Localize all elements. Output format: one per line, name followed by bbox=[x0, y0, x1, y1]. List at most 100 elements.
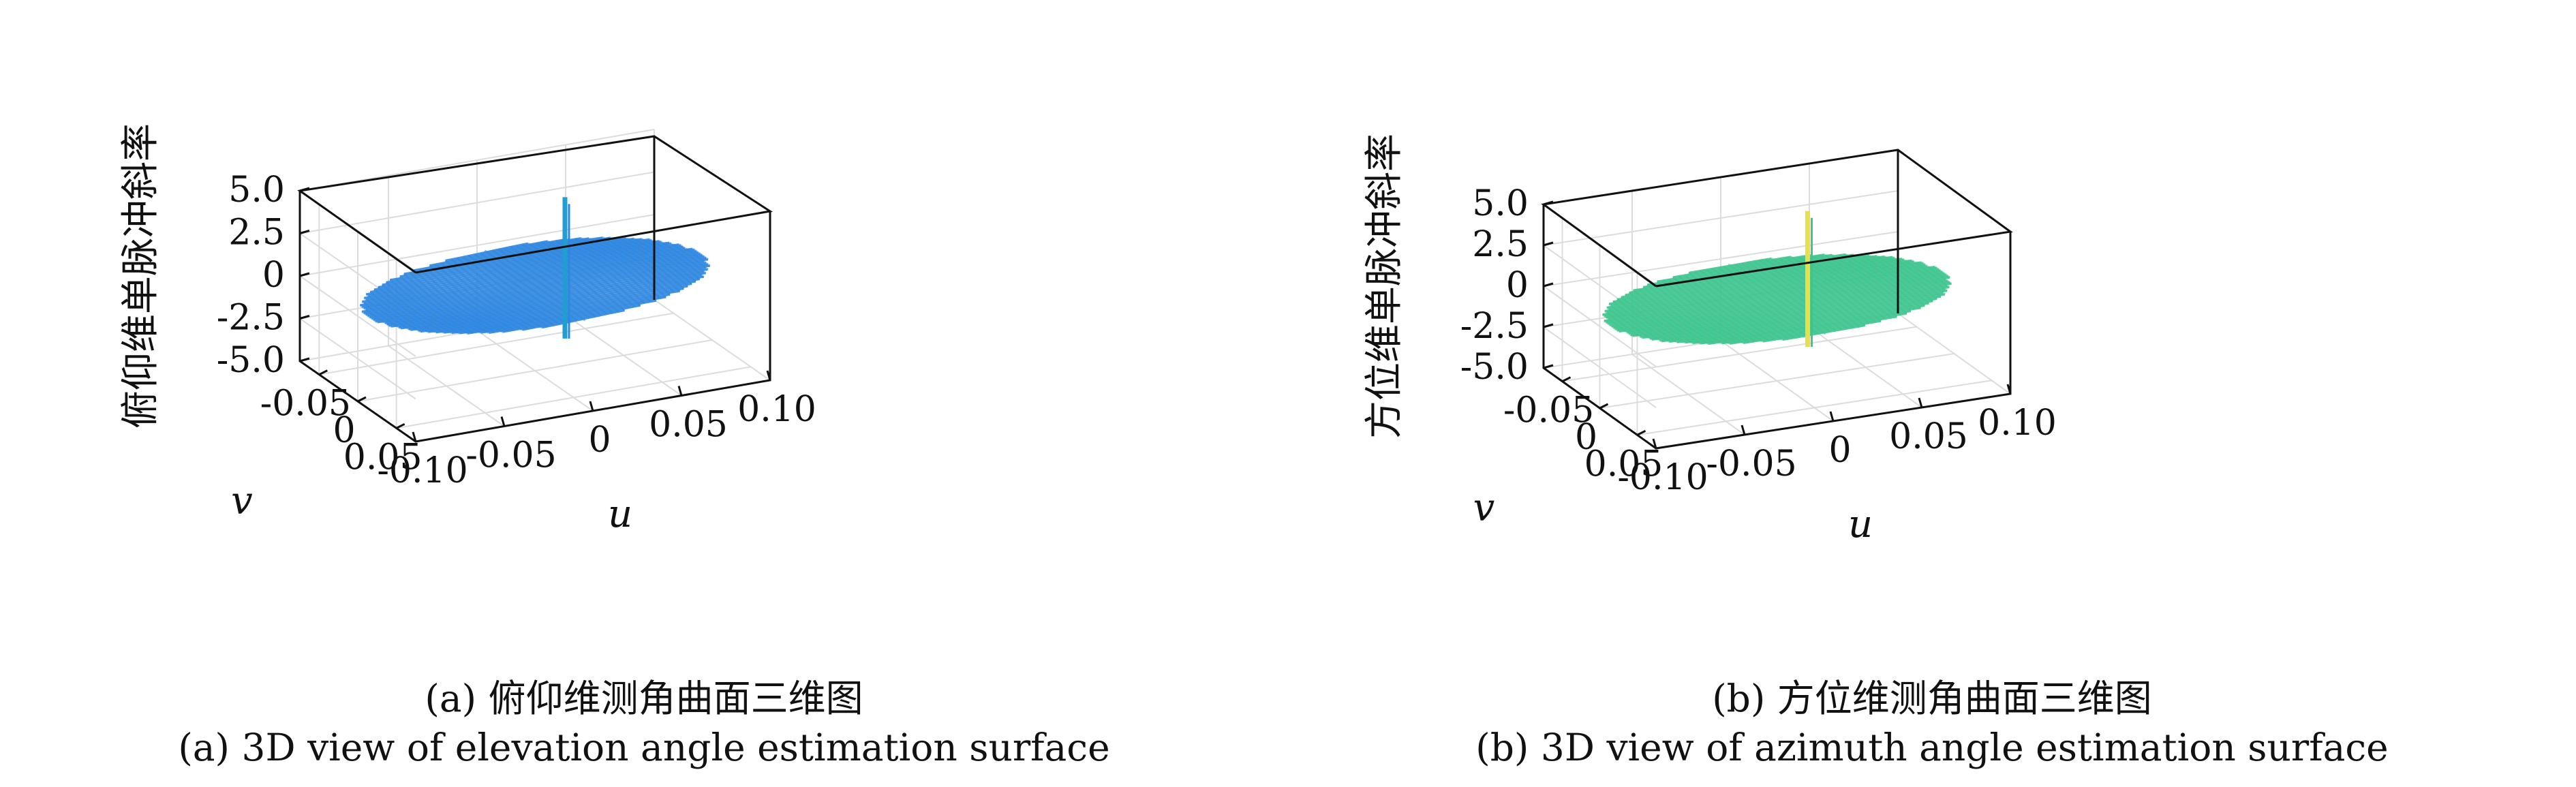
surface-mesh-line bbox=[395, 278, 474, 334]
surface-mesh-line bbox=[692, 247, 709, 261]
surface-mesh-line bbox=[450, 258, 549, 328]
surface-mesh-line bbox=[561, 238, 651, 303]
grid-line-v-floor bbox=[319, 312, 674, 375]
z-tick-label: -2.5 bbox=[1460, 306, 1529, 347]
u-axis-label: u bbox=[1848, 502, 1873, 546]
grid-line-v-floor bbox=[1637, 380, 1992, 436]
z-tick-label: 5.0 bbox=[228, 170, 285, 211]
v-axis-label: v bbox=[1473, 486, 1495, 530]
surface-mesh-line bbox=[1884, 256, 1942, 298]
z-axis-label: 方位维单脉冲斜率 bbox=[1362, 134, 1407, 439]
surface-mesh-line bbox=[1688, 272, 1783, 341]
surface-mesh-line bbox=[440, 262, 535, 329]
surface-mesh-line bbox=[504, 247, 602, 316]
surface-mesh-line bbox=[633, 237, 696, 283]
surface-mesh-line bbox=[1616, 298, 1678, 343]
u-axis-label: u bbox=[608, 492, 632, 536]
surface-mesh-line bbox=[369, 291, 429, 333]
surface-mesh-line bbox=[1818, 254, 1902, 315]
u-tick-mark bbox=[589, 401, 594, 412]
z-tick-label: -2.5 bbox=[217, 298, 285, 339]
surface-mesh-line bbox=[1741, 262, 1837, 332]
v-axis-label: v bbox=[231, 479, 253, 523]
z-tick-mark bbox=[1543, 364, 1554, 369]
surface-mesh-line bbox=[361, 300, 401, 330]
surface-mesh-line bbox=[474, 253, 572, 323]
chart-azimuth-surface: 5.02.50-2.5-5.0-0.10-0.05 0 0.05 0.10-0.050… bbox=[1362, 134, 2057, 546]
surface-mesh-line bbox=[1646, 283, 1730, 345]
z-tick-label: -5.0 bbox=[217, 340, 285, 381]
surface-mesh-line bbox=[435, 263, 529, 330]
surface-mesh-line bbox=[566, 238, 657, 302]
z-tick-mark bbox=[299, 230, 310, 234]
surface-mesh-line bbox=[649, 238, 705, 278]
surface-mesh-line bbox=[588, 237, 671, 296]
u-tick-label: 0.05 bbox=[649, 405, 728, 446]
surface-mesh-line bbox=[1784, 256, 1876, 323]
v-tick-mark bbox=[1599, 403, 1609, 410]
u-tick-label: -0.10 bbox=[1617, 457, 1708, 498]
z-tick-mark bbox=[1543, 282, 1554, 288]
surface-mesh-line bbox=[491, 249, 590, 319]
surface-mesh-line bbox=[1642, 286, 1723, 345]
z-axis-label: 俯仰维单脉冲斜率 bbox=[119, 123, 163, 429]
surface-mesh-line bbox=[617, 236, 689, 288]
surface-mesh-line bbox=[1608, 303, 1662, 343]
surface-mesh-line bbox=[365, 293, 421, 333]
surface-mesh-line bbox=[1747, 261, 1843, 330]
u-tick-label: -0.05 bbox=[465, 435, 556, 476]
surface-mesh-line bbox=[1693, 271, 1790, 340]
v-tick-label: -0.05 bbox=[1503, 390, 1594, 431]
surface-mesh-line bbox=[462, 256, 560, 325]
surface-mesh bbox=[1601, 211, 1952, 347]
surface-mesh-line bbox=[574, 238, 661, 299]
surface-mesh-line bbox=[1606, 307, 1653, 341]
surface-mesh-line bbox=[429, 264, 523, 331]
surface-mesh-line bbox=[1934, 266, 1951, 279]
u-tick-mark bbox=[677, 386, 683, 396]
u-tick-mark bbox=[1829, 411, 1835, 422]
surface-mesh-line bbox=[425, 267, 515, 331]
surface-mesh-line bbox=[1735, 264, 1830, 333]
z-tick-mark bbox=[299, 187, 310, 192]
surface-mesh-line bbox=[1920, 261, 1952, 285]
surface-mesh-line bbox=[389, 279, 468, 335]
chart-elevation-surface: 5.02.50-2.5-5.0-0.10-0.05 0 0.05 0.10-0.050… bbox=[119, 123, 816, 536]
surface-mesh-line bbox=[1798, 256, 1886, 320]
surface-mesh-line bbox=[381, 283, 453, 335]
z-tick-label: 0 bbox=[1506, 265, 1529, 306]
surface-mesh-line bbox=[361, 310, 378, 324]
surface-mesh-line bbox=[1770, 258, 1866, 326]
u-tick-label: 0.10 bbox=[737, 389, 816, 430]
surface-mesh-line bbox=[444, 260, 542, 329]
grid-line-v-floor bbox=[357, 339, 713, 402]
u-tick-label: 0.05 bbox=[1889, 416, 1968, 457]
surface-mesh-line bbox=[580, 237, 667, 298]
u-tick-label: 0.10 bbox=[1978, 403, 2057, 444]
panel-azimuth: 5.0 2.5 0 -2.5 -5.0 -0.10 -0.05 0 0.05 0.10 -0.05 0… bbox=[1288, 0, 2576, 787]
surface-mesh-line bbox=[1717, 266, 1813, 336]
surface-mesh-line bbox=[385, 281, 460, 335]
surface-mesh-line bbox=[1604, 310, 1643, 339]
surface-mesh-line bbox=[409, 272, 495, 333]
z-tick-label: 2.5 bbox=[228, 213, 285, 253]
surface-mesh-line bbox=[527, 242, 626, 311]
grid-line-v-floor bbox=[1562, 326, 1917, 382]
surface-mesh-line bbox=[1876, 255, 1938, 300]
surface-mesh-line bbox=[1824, 253, 1907, 315]
surface-mesh-line bbox=[1624, 294, 1693, 344]
surface-mesh-line bbox=[413, 269, 504, 333]
surface-mesh-line bbox=[1860, 254, 1930, 305]
caption-cn-b: (b) 方位维测角曲面三维图 bbox=[1712, 677, 2152, 720]
surface-mesh-line bbox=[403, 273, 490, 334]
surface-mesh bbox=[359, 197, 711, 339]
z-tick-mark bbox=[1543, 241, 1554, 247]
surface-mesh-line bbox=[626, 237, 693, 285]
surface-mesh-line bbox=[1810, 254, 1898, 318]
z-tick-mark bbox=[1543, 200, 1554, 206]
u-tick-label: 0 bbox=[588, 420, 611, 461]
surface-mesh-line bbox=[1672, 276, 1764, 343]
u-tick-mark bbox=[1652, 438, 1657, 449]
surface-mesh-line bbox=[1753, 260, 1848, 330]
surface-mesh-line bbox=[602, 236, 681, 292]
